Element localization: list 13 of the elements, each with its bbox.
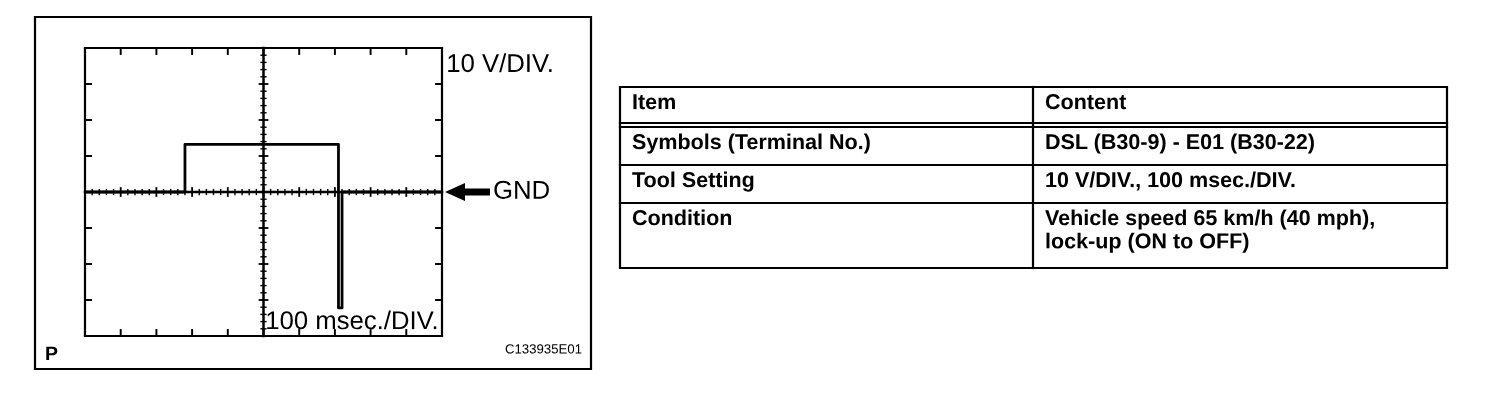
text: C133935E01 bbox=[505, 344, 582, 354]
text: GND bbox=[494, 180, 549, 199]
x-axis-title: 100 msec./DIV. bbox=[267, 310, 437, 330]
category-label: Content bbox=[1045, 94, 1127, 110]
category-label: Item bbox=[633, 94, 675, 110]
text: P bbox=[46, 346, 58, 361]
text: DSL (B30-9) - E01 (B30-22) bbox=[1046, 133, 1314, 154]
text: 10 V/DIV., 100 msec./DIV. bbox=[1046, 171, 1295, 191]
category-label: Symbols (Terminal No.) bbox=[632, 133, 870, 154]
y-axis-title: 10 V/DIV. bbox=[448, 53, 552, 73]
category-label: Condition bbox=[632, 209, 732, 226]
category-label: Tool Setting bbox=[632, 171, 754, 192]
text: Vehicle speed 65 km/h (40 mph), lock-up (ON to OFF) bbox=[1045, 209, 1374, 253]
